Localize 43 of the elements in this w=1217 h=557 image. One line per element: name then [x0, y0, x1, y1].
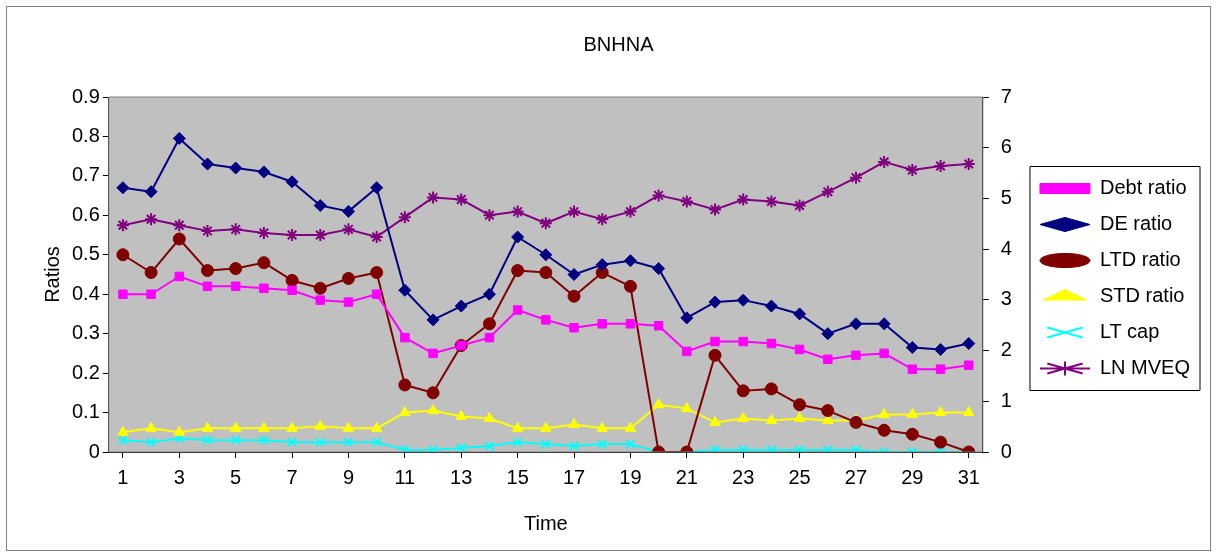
- y2-tick-label: 2: [1000, 338, 1012, 361]
- legend-label: LT cap: [1099, 320, 1160, 343]
- y2-tick-label: 6: [1000, 135, 1012, 158]
- x-tick-label: 23: [732, 465, 755, 488]
- y-tick-label: 0.8: [71, 123, 100, 146]
- x-tick-label: 27: [844, 465, 868, 488]
- x-tick-label: 31: [957, 465, 980, 488]
- y-tick-label: 0.6: [71, 202, 100, 225]
- y-tick-label: 0.1: [71, 400, 100, 423]
- y2-tick-label: 5: [1000, 185, 1012, 208]
- y2-tick-label: 7: [1000, 84, 1012, 107]
- legend-label: Debt ratio: [1099, 176, 1187, 199]
- x-tick-label: 1: [117, 465, 129, 488]
- x-tick-label: 21: [675, 465, 698, 488]
- x-tick-label: 19: [619, 465, 642, 488]
- y-axis-title: Ratios: [40, 246, 63, 303]
- chart-title: BNHNA: [583, 32, 655, 55]
- y2-tick-label: 0: [1000, 439, 1012, 462]
- x-tick-label: 29: [901, 465, 924, 488]
- y-tick-label: 0.9: [71, 84, 100, 107]
- y-tick-label: 0.3: [71, 321, 100, 344]
- x-tick-label: 9: [342, 465, 355, 488]
- x-tick-label: 11: [394, 465, 416, 488]
- x-axis-title: Time: [523, 511, 568, 534]
- y-tick-label: 0.4: [71, 281, 100, 304]
- x-tick-label: 3: [173, 465, 185, 488]
- x-tick-label: 7: [286, 465, 298, 488]
- y-tick-label: 0.2: [71, 360, 100, 383]
- legend-label: STD ratio: [1099, 284, 1185, 307]
- legend-label: LTD ratio: [1099, 248, 1181, 271]
- y-tick-label: 0: [88, 439, 100, 462]
- x-tick-label: 5: [230, 465, 242, 488]
- x-tick-label: 13: [450, 465, 473, 488]
- x-tick-label: 15: [506, 465, 529, 488]
- y2-tick-label: 3: [1000, 287, 1012, 310]
- y-tick-label: 0.7: [71, 163, 100, 186]
- y-tick-label: 0.5: [71, 242, 100, 265]
- legend-label: LN MVEQ: [1099, 356, 1191, 379]
- legend-label: DE ratio: [1099, 212, 1173, 235]
- y2-tick-label: 4: [1000, 236, 1012, 259]
- x-tick-label: 17: [562, 465, 586, 488]
- y2-tick-label: 1: [1000, 388, 1012, 411]
- x-tick-label: 25: [788, 465, 811, 488]
